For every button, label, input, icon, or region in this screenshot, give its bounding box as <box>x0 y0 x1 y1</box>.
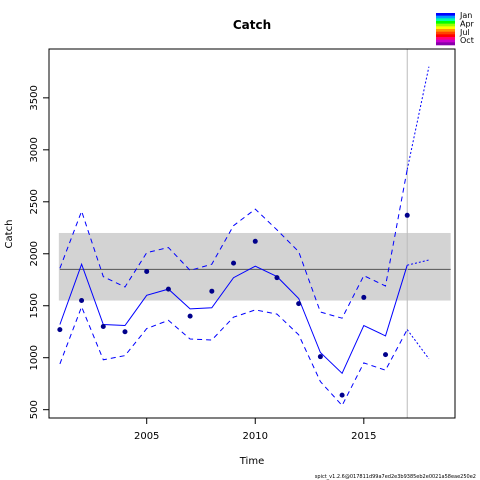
x-axis-label: Time <box>239 456 264 467</box>
observed-point <box>383 352 389 358</box>
season-legend-swatch <box>436 21 455 24</box>
estimate-lower-ci-line <box>59 305 408 407</box>
y-tick-label: 1000 <box>29 345 40 370</box>
y-tick-label: 3000 <box>29 137 40 162</box>
x-tick-label: 2005 <box>134 431 159 442</box>
season-legend-swatch <box>436 34 455 38</box>
footer-version: spict_v1.2.6@017811d99a7ed2e3b9385eb2e00… <box>315 474 476 480</box>
observed-point <box>122 329 128 335</box>
observed-point <box>361 294 367 300</box>
observed-point <box>79 298 85 304</box>
season-legend-swatch <box>436 15 455 19</box>
y-tick-label: 2500 <box>29 189 40 214</box>
observed-point <box>404 212 410 218</box>
observed-point <box>100 324 106 330</box>
season-legend-label: Apr <box>460 19 475 28</box>
observed-point <box>339 392 345 398</box>
y-tick-label: 3500 <box>29 85 40 110</box>
observed-point <box>144 268 150 274</box>
season-legend-swatch <box>436 23 455 27</box>
season-legend-swatch <box>436 18 455 22</box>
observed-point <box>252 238 258 244</box>
y-tick-label: 1500 <box>29 293 40 318</box>
season-legend-swatch <box>436 13 455 16</box>
observed-point <box>317 354 323 360</box>
season-legend-swatch <box>436 26 455 30</box>
season-legend-swatch <box>436 29 455 32</box>
observed-point <box>231 260 237 266</box>
y-tick-label: 500 <box>29 400 40 419</box>
season-legend-label: Jan <box>459 11 472 20</box>
season-legend-swatch <box>436 31 455 35</box>
estimate-line <box>59 262 408 375</box>
observed-point <box>187 313 193 319</box>
y-tick-label: 2000 <box>29 241 40 266</box>
observed-point <box>165 286 171 292</box>
season-legend-swatch <box>436 37 455 40</box>
observed-point <box>57 327 63 333</box>
observed-point <box>274 275 280 281</box>
season-legend-label: Oct <box>460 36 474 45</box>
observed-point <box>209 288 215 294</box>
plot-frame <box>48 48 456 419</box>
season-legend-swatch <box>436 39 455 43</box>
season-legend-swatch <box>436 42 455 46</box>
y-axis-label: Catch <box>4 220 15 249</box>
chart-title: Catch <box>233 18 271 32</box>
x-tick-label: 2015 <box>351 431 376 442</box>
estimate-upper-ci-line <box>59 169 408 319</box>
season-legend-label: Jul <box>459 28 470 37</box>
observed-point <box>296 301 302 307</box>
forecast-lower-ci-line <box>406 329 430 360</box>
forecast-upper-ci-line <box>406 66 430 170</box>
plot-area: 2005 2010 2015 500 1000 1500 2000 2500 3000 3500 <box>29 48 456 442</box>
x-tick-label: 2010 <box>243 431 268 442</box>
